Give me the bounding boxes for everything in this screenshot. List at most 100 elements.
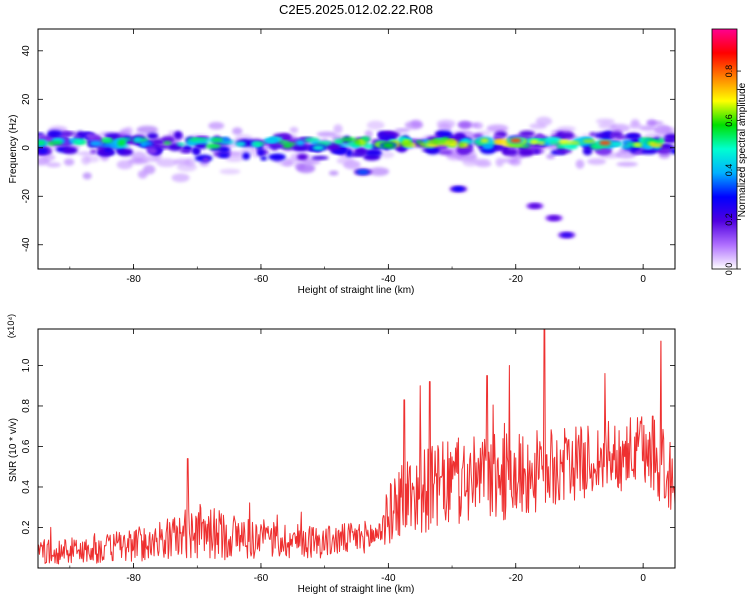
spectrogram-feature: [382, 143, 395, 148]
spectrogram-x-axis-label: Height of straight line (km): [298, 285, 415, 296]
spectrogram-cell: [482, 144, 494, 150]
snr-x-axis-label: Height of straight line (km): [298, 584, 415, 595]
spectrogram-cell: [63, 158, 75, 166]
spectrogram-cell: [529, 139, 539, 144]
spectrogram-cell: [62, 146, 78, 155]
spectrogram-cell: [545, 137, 558, 143]
spectrogram-cell: [156, 158, 177, 168]
spectrogram-cell: [186, 140, 198, 146]
colorbar-gradient: [712, 29, 737, 269]
spectrogram-cell: [418, 142, 427, 147]
spectrogram-cell: [124, 126, 133, 136]
spectrogram-cell: [167, 130, 177, 136]
spectrogram-cell: [458, 142, 465, 148]
spectrogram-cell: [609, 123, 631, 133]
spectrogram-cell: [103, 147, 113, 153]
spectrogram-cell: [518, 148, 535, 157]
spectrogram-cell: [155, 144, 171, 150]
spectrogram-feature: [560, 232, 573, 238]
spectrogram-cell: [646, 120, 664, 126]
spectrogram-feature: [356, 169, 369, 175]
spectrogram-cell: [46, 162, 62, 168]
spectrogram-cell: [185, 157, 196, 167]
spectrogram-cell: [459, 121, 471, 130]
spectrogram-cell: [311, 155, 329, 160]
snr-y-tick-label: 1.0: [21, 358, 32, 372]
spectrogram-feature: [598, 140, 611, 146]
spectrogram-cell: [253, 142, 265, 146]
spectrogram-feature: [547, 215, 560, 221]
spectrogram-cell: [341, 137, 357, 142]
spectrogram-cell: [81, 155, 91, 165]
spectrogram-cell: [473, 122, 483, 130]
spectrogram-marks: [38, 116, 675, 239]
spectrogram-cell: [202, 157, 210, 162]
spectrogram-cell: [640, 147, 658, 155]
spectrogram-cell: [368, 167, 390, 176]
spectrogram-cell: [639, 125, 657, 131]
spectrogram-cell: [486, 124, 509, 133]
spectrogram-cell: [240, 148, 251, 153]
colorbar-ticks: 0.0 0.2 0.4 0.6 0.8: [724, 65, 741, 275]
spectrogram-cell: [437, 123, 452, 133]
spectrogram-cell: [173, 130, 183, 140]
spectrogram-cell: [657, 147, 672, 155]
spectrogram-cell: [211, 138, 223, 142]
spectrogram-y-tick-label: 40: [21, 45, 32, 57]
spectrogram-cell: [171, 173, 190, 183]
spectrogram-cell: [117, 141, 125, 146]
spectrogram-cell: [587, 158, 607, 165]
spectrogram-cell: [415, 140, 422, 144]
spectrogram-cell: [493, 139, 503, 144]
spectrogram-cell: [662, 137, 675, 144]
spectrogram-cell: [610, 131, 623, 138]
spectrogram-cell: [434, 139, 448, 144]
spectrogram-cell: [146, 132, 159, 140]
spectrogram-cell: [142, 141, 153, 146]
spectrogram-x-tick-label: -20: [509, 274, 524, 285]
spectrogram-cell: [90, 149, 97, 154]
spectrogram-cell: [549, 141, 562, 145]
spectrogram-cell: [82, 172, 92, 180]
spectrogram-cell: [280, 133, 292, 142]
spectrogram-cell: [458, 139, 474, 144]
spectrogram-x-tick-label: -40: [381, 274, 396, 285]
spectrogram-cell: [448, 139, 455, 143]
spectrogram-cell: [219, 168, 241, 175]
spectrogram-cell: [146, 147, 158, 155]
spectrogram-cell: [404, 120, 424, 130]
spectrogram-cell: [480, 138, 489, 143]
colorbar-label: Normalized spectral amplitude: [737, 82, 748, 217]
spectrogram-cell: [354, 147, 367, 156]
snr-y-tick-label: 0.6: [21, 439, 32, 453]
spectrogram-cell: [232, 127, 243, 135]
snr-axes: -80 -60 -40 -20 0 0.2 0.4 0.6 0.8 1.0: [21, 329, 675, 584]
spectrogram-cell: [292, 144, 310, 152]
snr-y-axis-label: SNR (10 * v/v): [8, 418, 19, 482]
spectrogram-cell: [629, 122, 642, 130]
spectrogram-cell: [538, 141, 545, 145]
spectrogram-cell: [296, 163, 316, 174]
spectrogram-cell: [364, 130, 373, 138]
spectrogram-cell: [650, 143, 663, 147]
colorbar-tick-label: 0.8: [724, 65, 734, 78]
spectrogram-cell: [616, 161, 638, 167]
spectrogram-cell: [152, 138, 165, 146]
spectrogram-y-tick-label: -20: [21, 189, 32, 204]
spectrogram-cell: [566, 141, 580, 145]
colorbar-tick-label: 0.0: [724, 263, 734, 276]
spectrogram-cell: [316, 131, 337, 137]
spectrogram-cell: [192, 147, 201, 156]
snr-x-tick-label: -20: [509, 573, 524, 584]
spectrogram-cell: [281, 159, 293, 167]
spectrogram-cell: [221, 137, 230, 142]
spectrogram-cell: [268, 153, 286, 161]
snr-y-tick-label: 0.4: [21, 480, 32, 494]
spectrogram-cell: [102, 138, 112, 142]
spectrogram-cell: [242, 152, 251, 160]
snr-x-tick-label: -40: [381, 573, 396, 584]
spectrogram-cell: [128, 158, 149, 165]
colorbar-tick-label: 0.6: [724, 114, 734, 127]
spectrogram-cell: [257, 149, 265, 156]
